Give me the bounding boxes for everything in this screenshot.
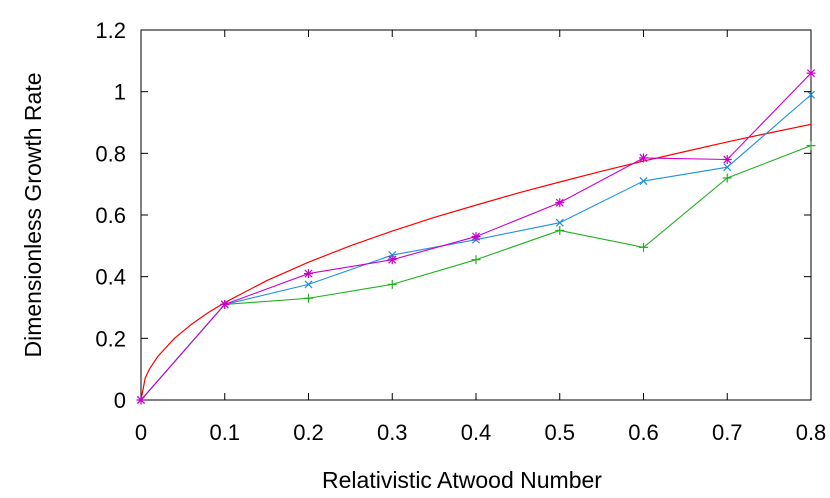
x-axis-title: Relativistic Atwood Number [322, 467, 602, 493]
data-point [639, 242, 648, 252]
data-point [220, 299, 230, 309]
series-line-2 [140, 94, 812, 401]
plot-area [136, 29, 816, 405]
data-point [555, 198, 565, 208]
x-tick-label: 0.6 [628, 420, 659, 445]
data-point [387, 255, 397, 265]
y-tick-label: 0.8 [95, 141, 126, 166]
y-tick-label: 0.2 [95, 326, 126, 351]
data-point [136, 395, 146, 405]
series-line-1 [140, 145, 812, 401]
x-tick-label: 0.8 [796, 420, 827, 445]
y-tick-label: 0.6 [95, 203, 126, 228]
data-point [722, 155, 732, 164]
x-tick-label: 0.5 [544, 420, 575, 445]
plot-frame [140, 29, 812, 401]
data-point [304, 280, 313, 289]
y-axis-title: Dimensionless Growth Rate [20, 72, 46, 357]
y-tick-label: 0.4 [95, 265, 126, 290]
data-point [471, 255, 481, 265]
x-tick-label: 0.4 [461, 420, 492, 445]
data-point [387, 279, 397, 289]
x-tick-label: 0 [135, 420, 147, 445]
data-point [471, 232, 481, 242]
data-point [555, 225, 565, 235]
data-point [639, 177, 648, 186]
x-axis: 0 0.1 0.2 0.3 0.4 0.5 0.6 0.7 0.8 [135, 30, 826, 445]
data-point [304, 269, 313, 279]
y-axis: 0 0.2 0.4 0.6 0.8 1 1.2 [95, 18, 811, 413]
x-tick-label: 0.1 [209, 420, 240, 445]
x-tick-label: 0.3 [377, 420, 408, 445]
data-point [723, 163, 732, 172]
data-point [304, 293, 313, 303]
y-tick-label: 0 [114, 388, 126, 413]
x-tick-label: 0.2 [293, 420, 324, 445]
y-tick-label: 1.2 [95, 18, 126, 43]
data-point [555, 218, 564, 227]
data-point [722, 173, 732, 183]
theory-curve [140, 123, 812, 401]
x-tick-label: 0.7 [712, 420, 743, 445]
data-point [806, 68, 816, 78]
data-point [639, 153, 648, 163]
y-tick-label: 1 [114, 80, 126, 105]
data-point [806, 90, 816, 99]
data-point [806, 141, 816, 151]
